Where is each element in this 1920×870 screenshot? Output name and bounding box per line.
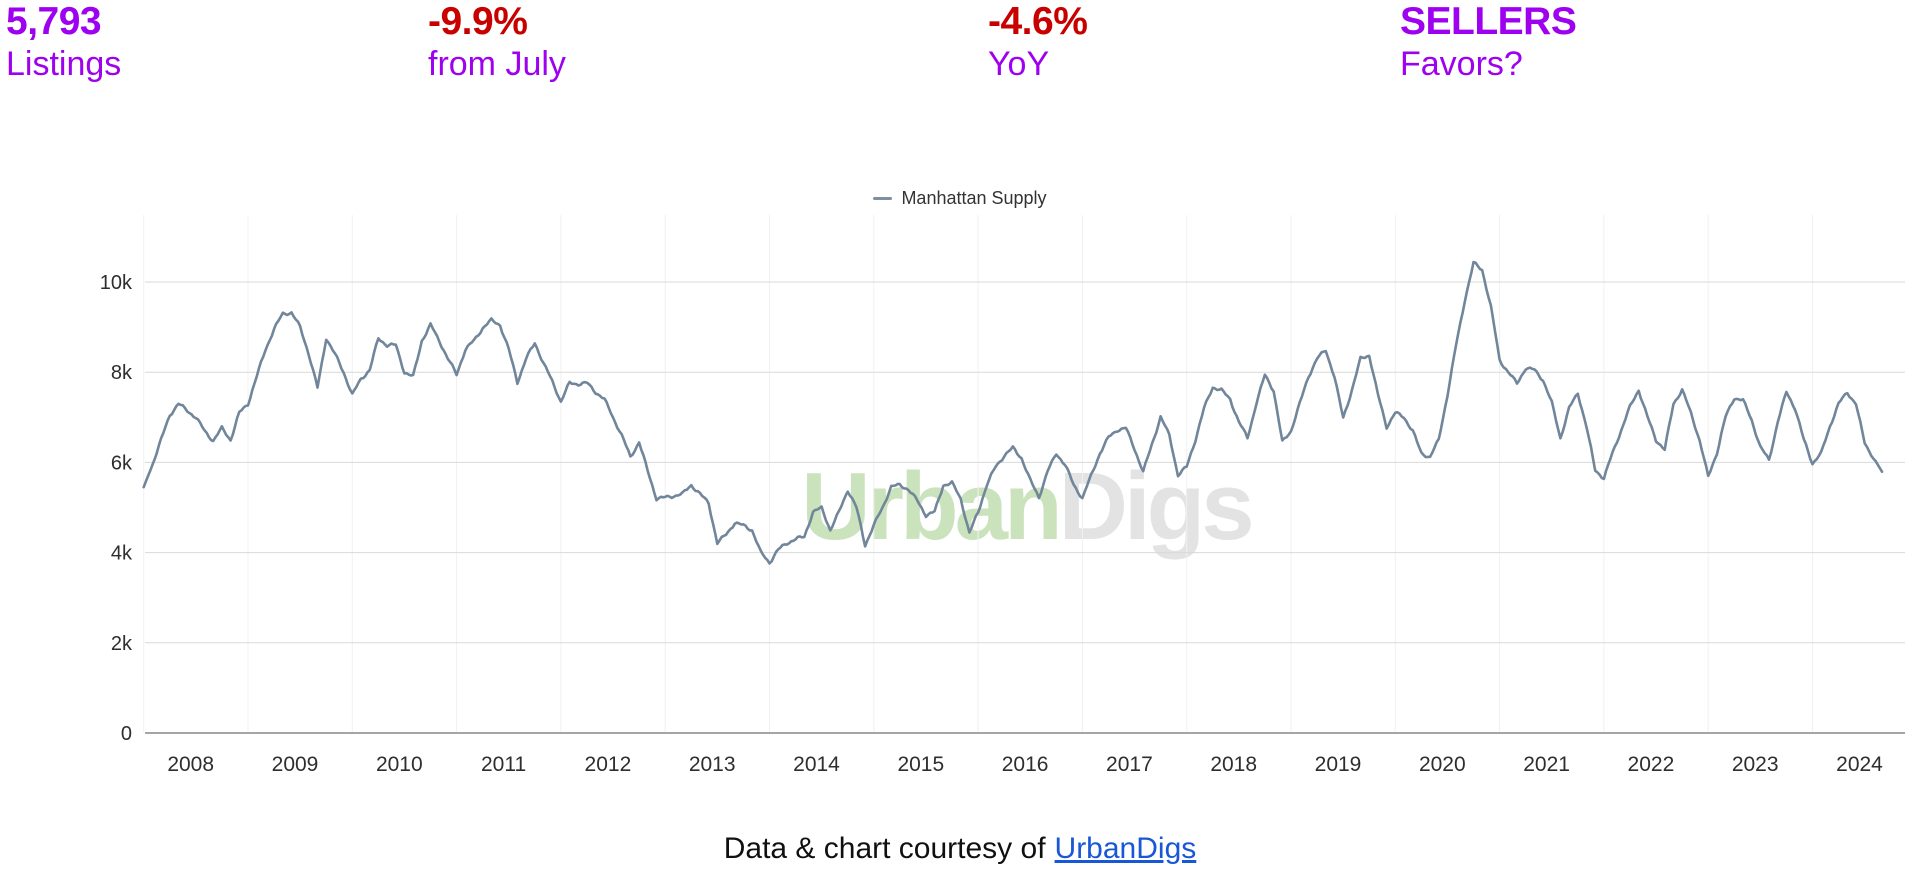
x-axis-tick-label: 2024: [1836, 753, 1883, 776]
x-axis-tick-label: 2019: [1315, 753, 1362, 776]
x-axis-tick-label: 2011: [481, 753, 526, 776]
x-axis-tick-label: 2009: [272, 753, 319, 776]
y-axis-tick-label: 2k: [111, 633, 133, 655]
x-axis-tick-label: 2008: [167, 753, 214, 776]
stat-yoy: -4.6% YoY: [988, 0, 1088, 83]
y-axis-tick-label: 10k: [100, 272, 133, 294]
stat-yoy-label: YoY: [988, 44, 1050, 83]
legend-item-manhattan-supply[interactable]: Manhattan Supply: [0, 188, 1920, 209]
x-axis-tick-label: 2010: [376, 753, 423, 776]
watermark-digs: Digs: [1058, 453, 1255, 560]
x-axis-tick-label: 2022: [1628, 753, 1675, 776]
horizontal-gridlines: 0 2k 4k 6k 8k 10k: [100, 272, 1905, 745]
x-axis-tick-label: 2017: [1106, 753, 1153, 776]
stats-bar: 5,793 Listings -9.9% from July -4.6% YoY…: [0, 0, 1920, 90]
x-axis-tick-labels: 2008 2009 2010 2011 2012 2013 2014 2015 2016 2017…: [167, 753, 1883, 776]
stat-listings: 5,793 Listings: [6, 0, 122, 83]
stat-listings-label: Listings: [6, 44, 122, 83]
urbandigs-watermark: UrbanDigs: [801, 452, 1255, 562]
x-axis-tick-label: 2021: [1523, 753, 1570, 776]
legend-line-marker-icon: [873, 197, 893, 200]
x-axis-tick-label: 2023: [1732, 753, 1779, 776]
stat-listings-value: 5,793: [6, 0, 102, 43]
x-axis-tick-label: 2013: [689, 753, 736, 776]
urbandigs-link[interactable]: UrbanDigs: [1054, 832, 1197, 865]
stat-yoy-value: -4.6%: [988, 0, 1088, 43]
credit-text: Data & chart courtesy of: [723, 832, 1046, 865]
stat-favors: SELLERS Favors?: [1400, 0, 1577, 83]
watermark-urban: Urban: [801, 453, 1062, 560]
chart-credit: Data & chart courtesy of UrbanDigs: [0, 832, 1920, 866]
y-axis-tick-label: 0: [121, 723, 132, 745]
y-axis-tick-label: 4k: [111, 543, 133, 565]
x-axis-tick-label: 2015: [897, 753, 944, 776]
y-axis-tick-label: 8k: [111, 362, 133, 384]
stat-from-july-value: -9.9%: [428, 0, 528, 43]
manhattan-supply-line-series: [142, 260, 1884, 565]
x-axis-tick-label: 2018: [1210, 753, 1257, 776]
vertical-gridlines: [143, 215, 1813, 733]
x-axis-tick-label: 2014: [793, 753, 840, 776]
stat-favors-label: Favors?: [1400, 44, 1523, 83]
x-axis-tick-label: 2016: [1002, 753, 1049, 776]
stat-favors-value: SELLERS: [1400, 0, 1577, 43]
x-axis-tick-label: 2020: [1419, 753, 1466, 776]
stat-from-july: -9.9% from July: [428, 0, 566, 83]
legend-label: Manhattan Supply: [901, 188, 1047, 208]
x-axis-tick-label: 2012: [585, 753, 632, 776]
stat-from-july-label: from July: [428, 44, 566, 83]
y-axis-tick-label: 6k: [111, 452, 133, 474]
